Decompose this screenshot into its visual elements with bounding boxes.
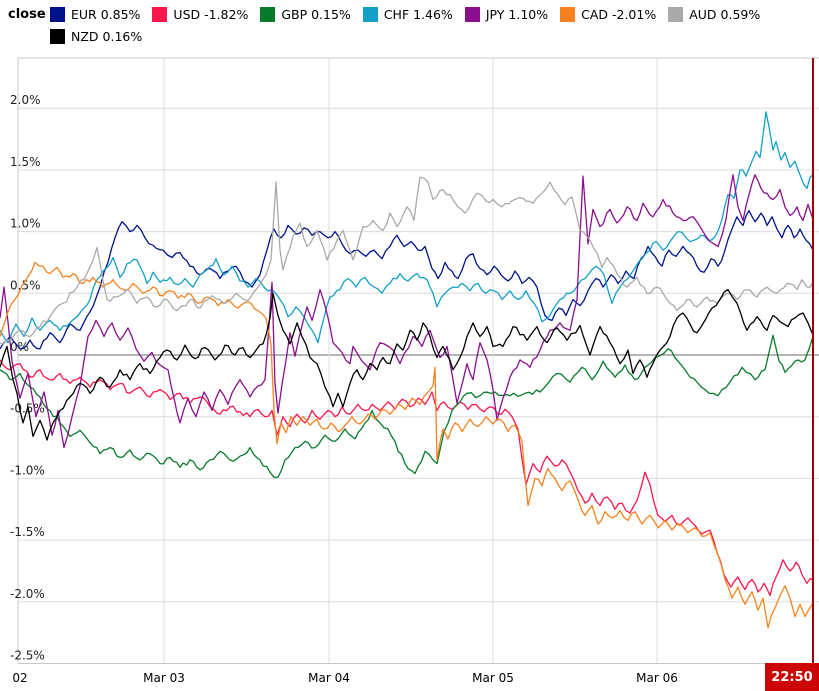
- y-axis-label: 1.0%: [10, 217, 41, 231]
- legend-swatch-aud: [668, 6, 684, 22]
- legend-label-usd: USD -1.82%: [173, 6, 249, 22]
- legend-item-cad[interactable]: CAD -2.01%: [560, 6, 657, 22]
- legend-swatch-gbp: [260, 6, 276, 22]
- series-aud-line: [0, 176, 814, 345]
- legend-item-usd[interactable]: USD -1.82%: [152, 6, 249, 22]
- legend-swatch-usd: [152, 6, 168, 22]
- y-axis-label: 0.5%: [10, 278, 41, 292]
- y-axis-labels: 2.0%1.5%1.0%0.5%0%-0.5%-1.0%-1.5%-2.0%-2…: [10, 93, 45, 662]
- legend-item-jpy[interactable]: JPY 1.10%: [464, 6, 549, 22]
- legend-label-chf: CHF 1.46%: [383, 6, 453, 22]
- y-axis-label: -1.0%: [10, 463, 45, 477]
- legend: close EUR 0.85% USD -1.82% GBP 0.15% CHF 1.…: [0, 0, 819, 48]
- legend-item-chf[interactable]: CHF 1.46%: [362, 6, 453, 22]
- legend-row-1: close EUR 0.85% USD -1.82% GBP 0.15% CHF 1.…: [8, 4, 819, 24]
- legend-item-nzd[interactable]: NZD 0.16%: [50, 28, 143, 44]
- series-chf-line: [0, 111, 814, 344]
- legend-label-nzd: NZD 0.16%: [71, 28, 143, 44]
- legend-swatch-cad: [560, 6, 576, 22]
- current-time-badge: 22:50: [765, 663, 819, 691]
- y-axis-label: -2.0%: [10, 587, 45, 601]
- y-axis-label: 0%: [10, 340, 29, 354]
- x-axis-label: Mar 05: [472, 671, 514, 685]
- legend-title: close: [8, 6, 46, 22]
- x-axis-label: Mar 06: [636, 671, 678, 685]
- x-axis-label: 02: [12, 671, 27, 685]
- legend-item-eur[interactable]: EUR 0.85%: [50, 6, 141, 22]
- series-usd-line: [0, 359, 814, 597]
- series-gbp-line: [0, 334, 814, 479]
- series-nzd-line: [0, 288, 814, 441]
- y-axis-label: 2.0%: [10, 93, 41, 107]
- y-axis-label: -1.5%: [10, 525, 45, 539]
- legend-swatch-nzd: [50, 28, 65, 44]
- legend-label-cad: CAD -2.01%: [581, 6, 657, 22]
- legend-label-jpy: JPY 1.10%: [485, 6, 549, 22]
- series-eur-line: [0, 209, 814, 350]
- legend-label-gbp: GBP 0.15%: [281, 6, 351, 22]
- y-axis-label: 1.5%: [10, 155, 41, 169]
- legend-label-aud: AUD 0.59%: [689, 6, 761, 22]
- legend-swatch-chf: [362, 6, 378, 22]
- x-axis-label: Mar 03: [143, 671, 185, 685]
- legend-item-gbp[interactable]: GBP 0.15%: [260, 6, 351, 22]
- legend-swatch-jpy: [464, 6, 480, 22]
- legend-row-2: NZD 0.16%: [8, 26, 819, 46]
- series-jpy-line: [0, 174, 814, 449]
- legend-label-eur: EUR 0.85%: [71, 6, 141, 22]
- gridlines: [17, 57, 819, 664]
- x-axis-labels: 02 Mar 03 Mar 04 Mar 05 Mar 06: [12, 671, 678, 685]
- series-cad-line: [0, 261, 814, 629]
- legend-swatch-eur: [50, 6, 65, 22]
- x-axis-label: Mar 04: [308, 671, 350, 685]
- legend-item-aud[interactable]: AUD 0.59%: [668, 6, 761, 22]
- y-axis-label: -2.5%: [10, 649, 45, 663]
